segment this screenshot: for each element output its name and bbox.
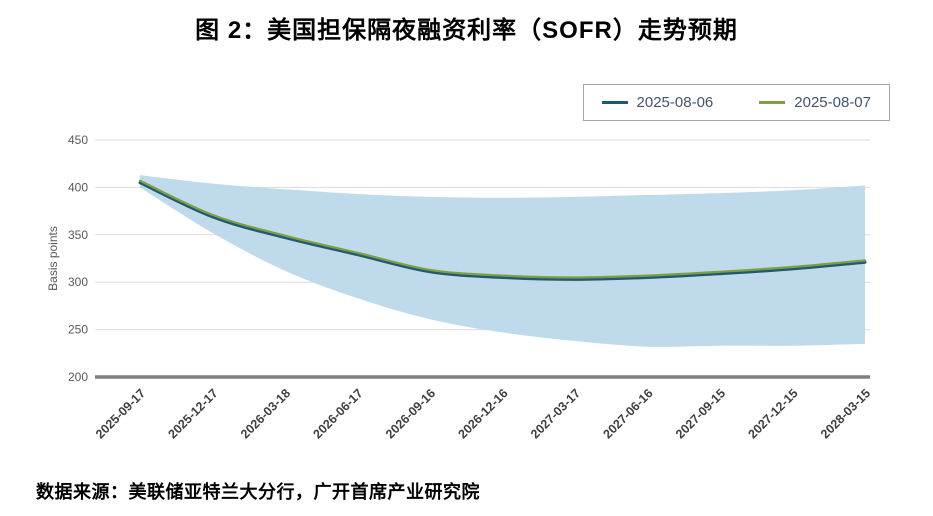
svg-text:2026-09-16: 2026-09-16 bbox=[383, 386, 438, 441]
svg-text:300: 300 bbox=[68, 275, 88, 289]
svg-text:350: 350 bbox=[68, 228, 88, 242]
sofr-line-chart: 200 250 300 350 400 450 Basis points 2025-09-17… bbox=[46, 133, 873, 441]
svg-text:2025-12-17: 2025-12-17 bbox=[166, 386, 221, 441]
svg-text:2025-09-17: 2025-09-17 bbox=[93, 386, 148, 441]
svg-text:450: 450 bbox=[68, 133, 88, 147]
svg-text:200: 200 bbox=[68, 370, 88, 384]
svg-text:Basis points: Basis points bbox=[46, 226, 60, 291]
svg-text:400: 400 bbox=[68, 180, 88, 194]
svg-text:2026-03-18: 2026-03-18 bbox=[238, 386, 293, 441]
legend-item-series1: 2025-08-06 bbox=[601, 94, 714, 111]
series1-label: 2025-08-06 bbox=[636, 94, 714, 111]
legend: 2025-08-06 2025-08-07 bbox=[582, 84, 890, 121]
series2-line-swatch bbox=[759, 101, 786, 104]
svg-text:2026-12-16: 2026-12-16 bbox=[456, 386, 511, 441]
svg-text:2027-12-15: 2027-12-15 bbox=[746, 386, 801, 441]
data-source: 数据来源：美联储亚特兰大分行，广开首席产业研究院 bbox=[36, 482, 480, 502]
chart-title: 图 2：美国担保隔夜融资利率（SOFR）走势预期 bbox=[195, 17, 738, 44]
svg-text:2027-09-15: 2027-09-15 bbox=[673, 386, 728, 441]
series1-line-swatch bbox=[601, 101, 628, 104]
svg-text:2026-06-17: 2026-06-17 bbox=[311, 386, 366, 441]
svg-text:2028-03-15: 2028-03-15 bbox=[818, 386, 873, 441]
svg-text:2027-06-16: 2027-06-16 bbox=[601, 386, 656, 441]
series2-label: 2025-08-07 bbox=[794, 94, 871, 111]
svg-text:250: 250 bbox=[68, 323, 88, 337]
svg-text:2027-03-17: 2027-03-17 bbox=[528, 386, 583, 441]
legend-item-series2: 2025-08-07 bbox=[759, 94, 871, 111]
